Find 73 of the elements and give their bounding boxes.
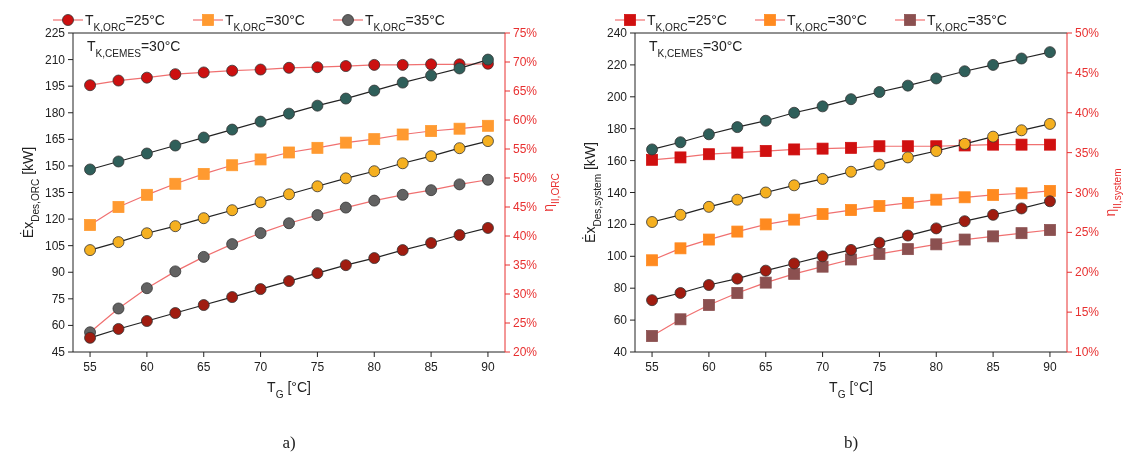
x-axis-title: T$_{G}$ [°C] <box>267 379 311 400</box>
text: a) <box>282 433 296 452</box>
y-tick-label: 150 <box>44 158 66 173</box>
legend-label: T$_{K,ORC}$=25°C <box>85 12 165 33</box>
text: b) <box>843 433 859 452</box>
x-tick-label: 85 <box>986 360 1001 374</box>
legend-label: T$_{K,ORC}$=35°C <box>927 12 1007 33</box>
y-tick-label: 180 <box>44 105 66 120</box>
y-tick-label: 180 <box>606 121 628 136</box>
x-tick-label: 80 <box>367 360 382 374</box>
y2-tick-label: 20% <box>513 345 538 359</box>
y2-tick-label: 65% <box>513 84 538 98</box>
y2-tick-label: 45% <box>513 200 538 214</box>
y-tick-label: 135 <box>44 185 66 200</box>
y2-tick-label: 75% <box>513 26 538 40</box>
y2-tick-label: 70% <box>513 55 538 69</box>
y2-tick-label: 10% <box>1075 345 1100 359</box>
x-tick-label: 70 <box>253 360 268 374</box>
y2-tick-label: 35% <box>513 258 538 272</box>
y-tick-label: 210 <box>44 52 66 67</box>
y-tick-label: 105 <box>44 238 66 253</box>
y-tick-label: 40 <box>613 345 628 359</box>
annotation: T$_{K,CEMES}$=30°C <box>87 38 181 59</box>
x-tick-label: 85 <box>424 360 439 374</box>
legend-label: T$_{K,ORC}$=35°C <box>365 12 445 33</box>
x-tick-label: 65 <box>197 360 211 374</box>
legend-label: T$_{K,ORC}$=30°C <box>225 12 305 33</box>
x-tick-label: 75 <box>872 360 887 374</box>
x-tick-label: 80 <box>929 360 944 374</box>
x-tick-label: 60 <box>702 360 716 374</box>
y-tick-label: 240 <box>606 26 628 40</box>
x-tick-label: 75 <box>310 360 325 374</box>
y2-tick-label: 30% <box>1075 185 1100 200</box>
y-tick-label: 220 <box>606 57 628 72</box>
y2-tick-label: 35% <box>1075 145 1100 160</box>
annotation: T$_{K,CEMES}$=30°C <box>649 38 743 59</box>
x-tick-label: 65 <box>759 360 773 374</box>
y2-tick-label: 40% <box>1075 105 1100 120</box>
y2-tick-label: 15% <box>1075 305 1100 320</box>
y2-tick-label: 50% <box>1075 26 1100 40</box>
x-tick-label: 70 <box>815 360 830 374</box>
y2-tick-label: 20% <box>1075 265 1100 280</box>
y-tick-label: 90 <box>51 265 66 280</box>
y2-tick-label: 55% <box>513 142 538 156</box>
y-tick-label: 60 <box>613 313 628 328</box>
x-tick-label: 55 <box>645 360 660 374</box>
x-tick-label: 90 <box>481 360 495 374</box>
y2-tick-label: 30% <box>513 287 538 301</box>
y2-tick-label: 40% <box>513 229 538 243</box>
y-tick-label: 45 <box>51 345 66 359</box>
legend-label: T$_{K,ORC}$=30°C <box>787 12 867 33</box>
y-tick-label: 80 <box>613 281 628 296</box>
y-tick-label: 160 <box>606 153 628 168</box>
y-tick-label: 200 <box>606 89 628 104</box>
y-tick-label: 100 <box>606 249 628 264</box>
y2-tick-label: 60% <box>513 113 538 127</box>
y2-tick-label: 50% <box>513 171 538 185</box>
y2-tick-label: 45% <box>1075 65 1100 80</box>
y-tick-label: 120 <box>606 217 628 232</box>
y-tick-label: 120 <box>44 212 66 227</box>
x-tick-label: 60 <box>140 360 154 374</box>
y-tick-label: 75 <box>51 291 66 306</box>
y-tick-label: 165 <box>44 132 66 147</box>
y-tick-label: 195 <box>44 79 66 94</box>
x-tick-label: 90 <box>1043 360 1057 374</box>
x-tick-label: 55 <box>83 360 98 374</box>
y2-tick-label: 25% <box>513 316 538 330</box>
legend-label: T$_{K,ORC}$=25°C <box>647 12 727 33</box>
y2-tick-label: 25% <box>1075 225 1100 240</box>
y-tick-label: 60 <box>51 318 66 333</box>
y-tick-label: 140 <box>606 185 628 200</box>
x-axis-title: T$_{G}$ [°C] <box>829 379 873 400</box>
y-tick-label: 225 <box>44 26 66 40</box>
